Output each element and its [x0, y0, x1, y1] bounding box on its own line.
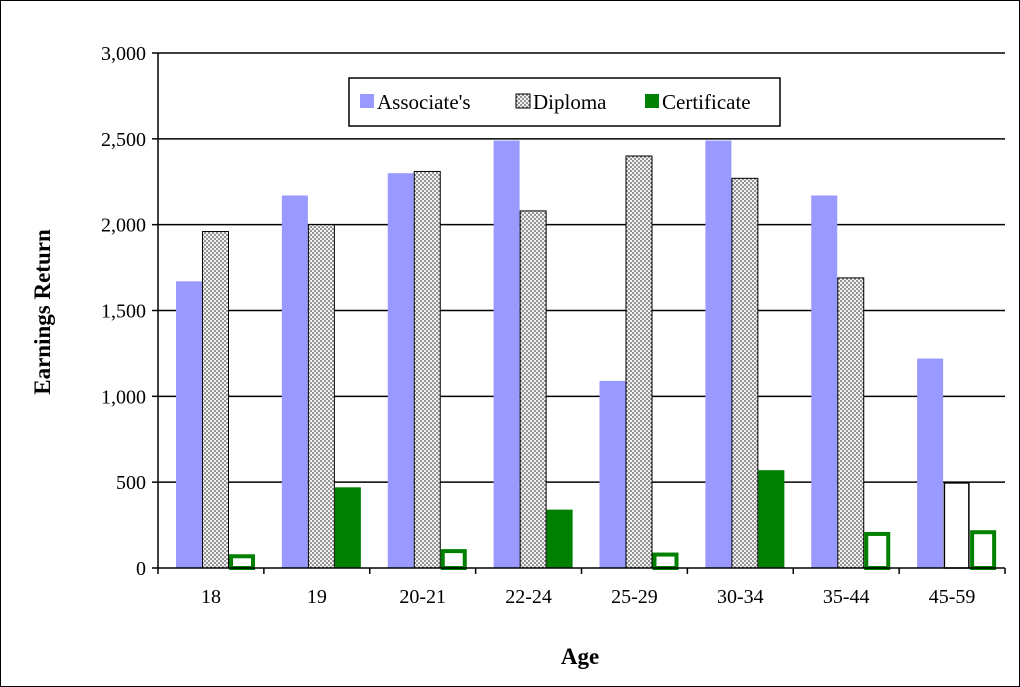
bar-associates-35-44 — [811, 195, 838, 568]
y-tick-label: 1,500 — [101, 301, 146, 323]
legend-label-associates: Associate's — [377, 90, 471, 114]
x-axis-title: Age — [561, 644, 599, 669]
legend-label-diploma: Diploma — [533, 90, 607, 114]
y-tick-label: 2,500 — [101, 129, 146, 151]
bar-associates-18 — [176, 281, 202, 568]
axes — [152, 52, 1006, 574]
x-tick-label: 18 — [201, 586, 221, 608]
bar-associates-19 — [281, 195, 308, 568]
y-axis-title: Earnings Return — [30, 229, 55, 395]
legend-swatch-certificate — [645, 94, 659, 108]
x-tick-label: 25-29 — [611, 586, 658, 608]
bar-associates-30-34 — [705, 140, 732, 569]
tick-labels: 0 500 1,000 1,500 2,000 2,500 3,000 18 19 20-21 22… — [101, 43, 975, 608]
bar-certificate-18 — [229, 554, 255, 570]
legend: Associate's Diploma Certificate — [348, 77, 781, 127]
bar-diploma-25-29 — [625, 155, 653, 569]
y-tick-label: 0 — [136, 558, 146, 580]
x-tick-label: 20-21 — [399, 586, 446, 608]
bar-associates-22-24 — [493, 140, 520, 569]
bar-diploma-22-24 — [519, 210, 547, 569]
legend-label-certificate: Certificate — [662, 90, 751, 114]
x-tick-label: 22-24 — [505, 586, 552, 608]
x-tick-label: 35-44 — [823, 586, 870, 608]
bar-certificate-20-21 — [440, 549, 467, 570]
bar-certificate-30-34 — [758, 470, 785, 568]
bars — [176, 140, 997, 571]
bar-diploma-19 — [307, 224, 335, 569]
bar-certificate-25-29 — [652, 552, 679, 570]
x-tick-label: 19 — [307, 586, 327, 608]
bar-associates-20-21 — [387, 173, 414, 568]
bar-certificate-22-24 — [546, 509, 573, 568]
y-tick-label: 2,000 — [101, 215, 146, 237]
bar-associates-25-29 — [599, 380, 626, 568]
x-tick-label: 30-34 — [717, 586, 764, 608]
y-tick-label: 3,000 — [101, 43, 146, 65]
legend-swatch-diploma — [515, 93, 531, 109]
bar-diploma-45-59 — [943, 482, 970, 569]
legend-box — [348, 77, 781, 127]
bar-certificate-45-59 — [970, 530, 997, 571]
bar-diploma-35-44 — [837, 277, 865, 569]
y-tick-label: 500 — [116, 472, 146, 494]
x-tick-label: 45-59 — [929, 586, 976, 608]
bar-diploma-18 — [202, 231, 229, 569]
bar-diploma-20-21 — [413, 170, 441, 569]
bar-certificate-19 — [334, 487, 361, 568]
y-tick-label: 1,000 — [101, 386, 146, 408]
bar-associates-45-59 — [917, 358, 944, 568]
bar-certificate-35-44 — [864, 531, 891, 571]
bar-diploma-30-34 — [731, 177, 759, 569]
legend-swatch-associates — [360, 94, 374, 108]
